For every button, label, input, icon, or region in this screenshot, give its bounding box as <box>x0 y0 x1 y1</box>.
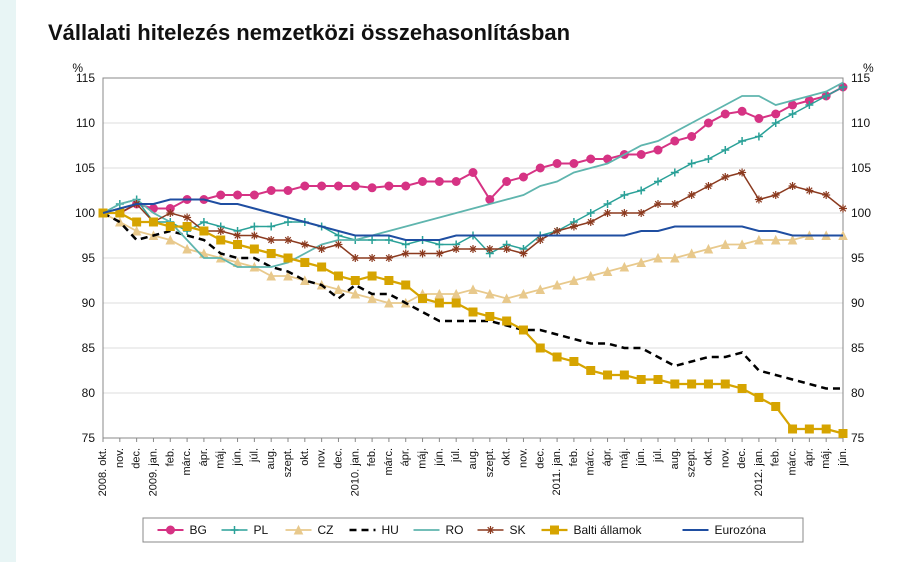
y-tick-right: 105 <box>851 161 871 175</box>
x-tick-label: 2009. jan. <box>147 448 159 496</box>
x-tick-label: dec. <box>736 448 748 469</box>
legend-label: Balti államok <box>574 523 643 537</box>
x-tick-label: feb. <box>568 448 580 466</box>
legend-item-HU: HU <box>350 523 399 537</box>
legend-item-Baltic: Balti államok <box>542 523 643 537</box>
series-BG <box>99 83 847 217</box>
x-tick-label: márc. <box>181 448 193 476</box>
y-tick-right: 85 <box>851 341 865 355</box>
x-tick-label: feb. <box>164 448 176 466</box>
x-tick-label: máj. <box>618 448 630 469</box>
x-tick-label: máj. <box>820 448 832 469</box>
x-tick-label: feb. <box>366 448 378 466</box>
chart-area: %%75758080858590909595100100105105110110… <box>48 58 898 548</box>
x-tick-label: szept. <box>686 448 698 477</box>
y-tick-right: 110 <box>851 116 870 130</box>
y-tick-right: 75 <box>851 431 865 445</box>
x-tick-label: júl. <box>248 448 260 463</box>
y-tick-right: 90 <box>851 296 865 310</box>
y-tick-left: 110 <box>76 116 95 130</box>
y-tick-left: 105 <box>75 161 95 175</box>
x-tick-label: jún. <box>232 448 244 467</box>
x-tick-label: máj. <box>215 448 227 469</box>
legend-item-PL: PL <box>222 523 269 537</box>
x-tick-label: szept. <box>484 448 496 477</box>
legend-item-Eurozone: Eurozóna <box>683 523 767 537</box>
series-Baltic <box>99 209 847 438</box>
legend-item-SK: SK <box>478 523 526 537</box>
x-tick-label: okt. <box>501 448 513 466</box>
x-tick-label: dec. <box>332 448 344 469</box>
x-tick-label: aug. <box>265 448 277 469</box>
x-tick-label: ápr. <box>198 448 210 466</box>
legend-label: CZ <box>318 523 334 537</box>
legend-label: PL <box>254 523 269 537</box>
chart-title: Vállalati hitelezés nemzetközi összehaso… <box>48 20 570 46</box>
x-tick-label: okt. <box>299 448 311 466</box>
legend-label: HU <box>382 523 399 537</box>
x-tick-label: ápr. <box>400 448 412 466</box>
legend-item-BG: BG <box>158 523 207 537</box>
x-tick-label: dec. <box>131 448 143 469</box>
x-tick-label: márc. <box>383 448 395 476</box>
legend-label: Eurozóna <box>715 523 767 537</box>
legend-label: SK <box>510 523 526 537</box>
x-tick-label: júl. <box>450 448 462 463</box>
y-tick-left: 90 <box>82 296 96 310</box>
x-tick-label: jún. <box>837 448 849 467</box>
legend-label: RO <box>446 523 464 537</box>
y-tick-right: 100 <box>851 206 871 220</box>
x-tick-label: aug. <box>467 448 479 469</box>
x-tick-label: márc. <box>585 448 597 476</box>
series-SK <box>99 169 847 263</box>
x-tick-label: jún. <box>433 448 445 467</box>
y-tick-right: 95 <box>851 251 865 265</box>
x-tick-label: okt. <box>702 448 714 466</box>
x-tick-label: 2011. jan. <box>551 448 563 496</box>
x-tick-label: nov. <box>517 448 529 468</box>
legend-label: BG <box>190 523 207 537</box>
x-tick-label: 2010. jan. <box>349 448 361 496</box>
x-tick-label: 2012. jan. <box>753 448 765 496</box>
x-tick-label: dec. <box>534 448 546 469</box>
x-tick-label: nov. <box>316 448 328 468</box>
y-tick-left: 75 <box>82 431 96 445</box>
x-tick-label: ápr. <box>803 448 815 466</box>
x-tick-label: máj. <box>417 448 429 469</box>
x-tick-label: jún. <box>635 448 647 467</box>
y-tick-right: 80 <box>851 386 865 400</box>
x-tick-label: júl. <box>652 448 664 463</box>
x-tick-label: szept. <box>282 448 294 477</box>
legend-item-RO: RO <box>414 523 464 537</box>
y-tick-left: 115 <box>76 71 95 85</box>
y-tick-left: 85 <box>82 341 96 355</box>
y-tick-left: 80 <box>82 386 96 400</box>
x-tick-label: feb. <box>770 448 782 466</box>
x-tick-label: nov. <box>719 448 731 468</box>
y-tick-left: 100 <box>75 206 95 220</box>
x-tick-label: aug. <box>669 448 681 469</box>
y-tick-right: 115 <box>851 71 870 85</box>
x-tick-label: márc. <box>787 448 799 476</box>
y-tick-left: 95 <box>82 251 96 265</box>
x-tick-label: ápr. <box>602 448 614 466</box>
legend-item-CZ: CZ <box>286 523 334 537</box>
x-tick-label: nov. <box>114 448 126 468</box>
x-tick-label: 2008. okt. <box>97 448 109 496</box>
